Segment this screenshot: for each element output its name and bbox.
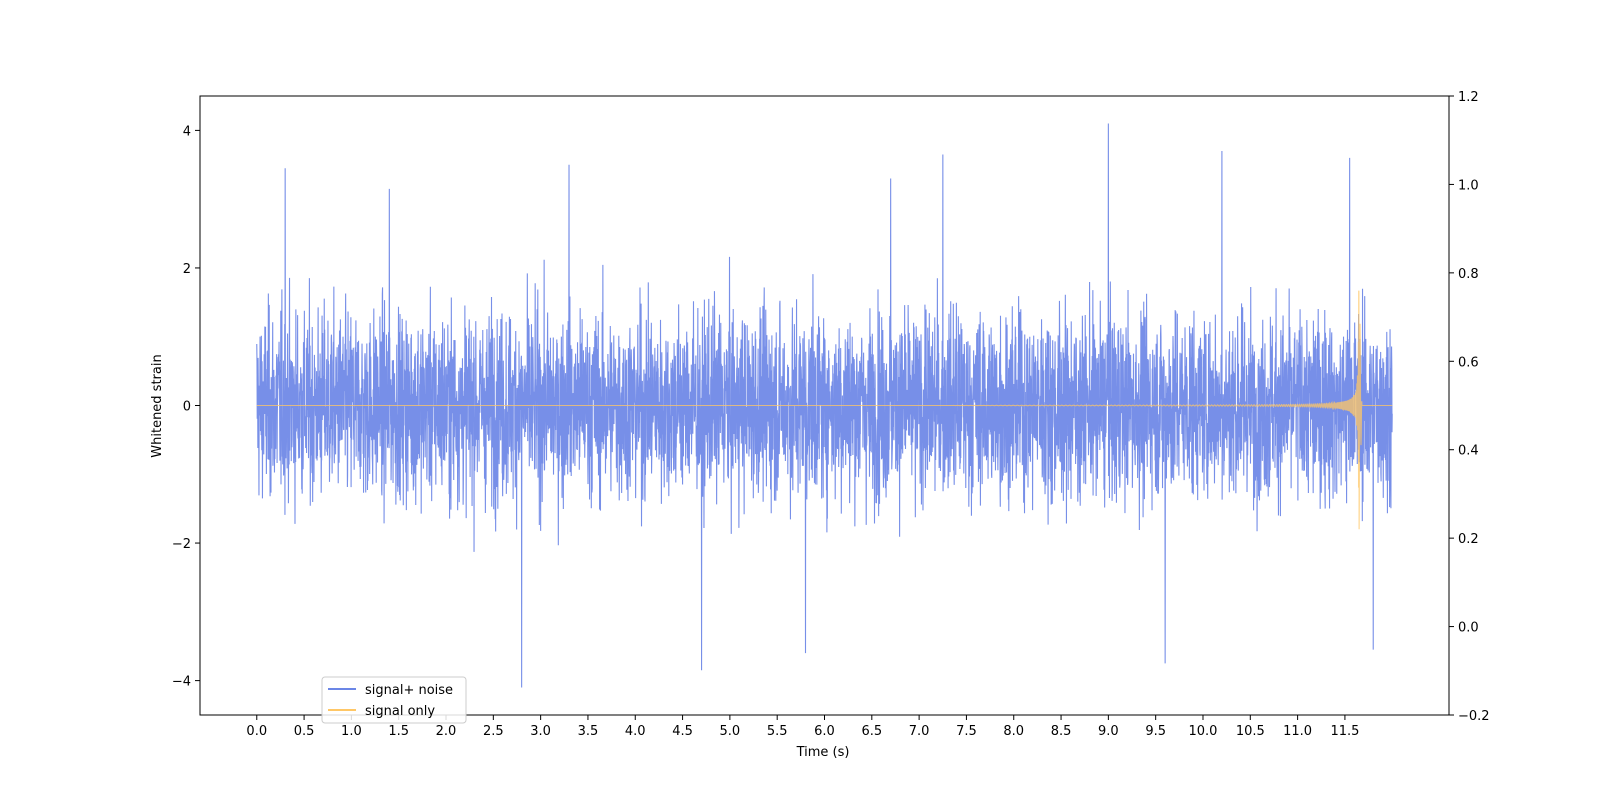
x-axis: 0.0 0.5 1.0 1.5 2.0 2.5 3.0 3.5 4.0 4.5 5.0 5.5 6.0 6… [246, 715, 1359, 739]
legend: signal+ noise signal only [321, 676, 467, 724]
y-tick-label: 4 [183, 124, 191, 139]
x-tick-label: 9.0 [1098, 724, 1119, 739]
y-right-tick-label: −0.2 [1458, 709, 1490, 724]
x-tick-label: 2.0 [436, 724, 457, 739]
x-tick-label: 10.0 [1189, 724, 1218, 739]
x-tick-label: 3.0 [530, 724, 551, 739]
y-right-tick-label: 0.8 [1458, 267, 1479, 282]
x-tick-label: 5.0 [720, 724, 741, 739]
x-tick-label: 6.5 [861, 724, 882, 739]
y-right-tick-label: 0.4 [1458, 444, 1479, 459]
legend-label-signal-noise: signal+ noise [365, 683, 453, 698]
series-signal-only [256, 290, 1393, 530]
y-tick-label: 0 [183, 400, 191, 415]
y-tick-label: −2 [172, 537, 191, 552]
y-axis-label: Whitened strain [150, 354, 165, 457]
x-tick-label: 11.5 [1330, 724, 1359, 739]
y-tick-label: 2 [183, 262, 191, 277]
x-tick-label: 10.5 [1236, 724, 1265, 739]
series-signal-noise [256, 123, 1393, 688]
x-tick-label: 7.0 [909, 724, 930, 739]
y-right-tick-label: 0.6 [1458, 355, 1479, 370]
legend-box [321, 676, 467, 724]
x-tick-label: 6.0 [814, 724, 835, 739]
x-tick-label: 0.0 [246, 724, 267, 739]
y-tick-label: −4 [172, 675, 191, 690]
y-right-tick-label: 1.2 [1458, 90, 1479, 105]
x-axis-label: Time (s) [796, 745, 850, 760]
x-tick-label: 3.5 [578, 724, 599, 739]
x-tick-label: 11.0 [1283, 724, 1312, 739]
x-tick-label: 7.5 [956, 724, 977, 739]
x-tick-label: 1.5 [388, 724, 409, 739]
y-right-tick-label: 1.0 [1458, 178, 1479, 193]
x-tick-label: 9.5 [1145, 724, 1166, 739]
y-axis-right: −0.2 0.0 0.2 0.4 0.6 0.8 1.0 1.2 [1449, 90, 1490, 724]
y-axis-left: −4 −2 0 2 4 [172, 124, 200, 690]
x-tick-label: 8.0 [1003, 724, 1024, 739]
legend-label-signal-only: signal only [365, 704, 435, 719]
plot-lines [256, 123, 1393, 688]
x-tick-label: 4.5 [672, 724, 693, 739]
x-tick-label: 8.5 [1051, 724, 1072, 739]
y-right-tick-label: 0.0 [1458, 621, 1479, 636]
x-tick-label: 0.5 [294, 724, 315, 739]
x-tick-label: 4.0 [625, 724, 646, 739]
y-right-tick-label: 0.2 [1458, 532, 1479, 547]
x-tick-label: 5.5 [767, 724, 788, 739]
x-tick-label: 2.5 [483, 724, 504, 739]
x-tick-label: 1.0 [341, 724, 362, 739]
